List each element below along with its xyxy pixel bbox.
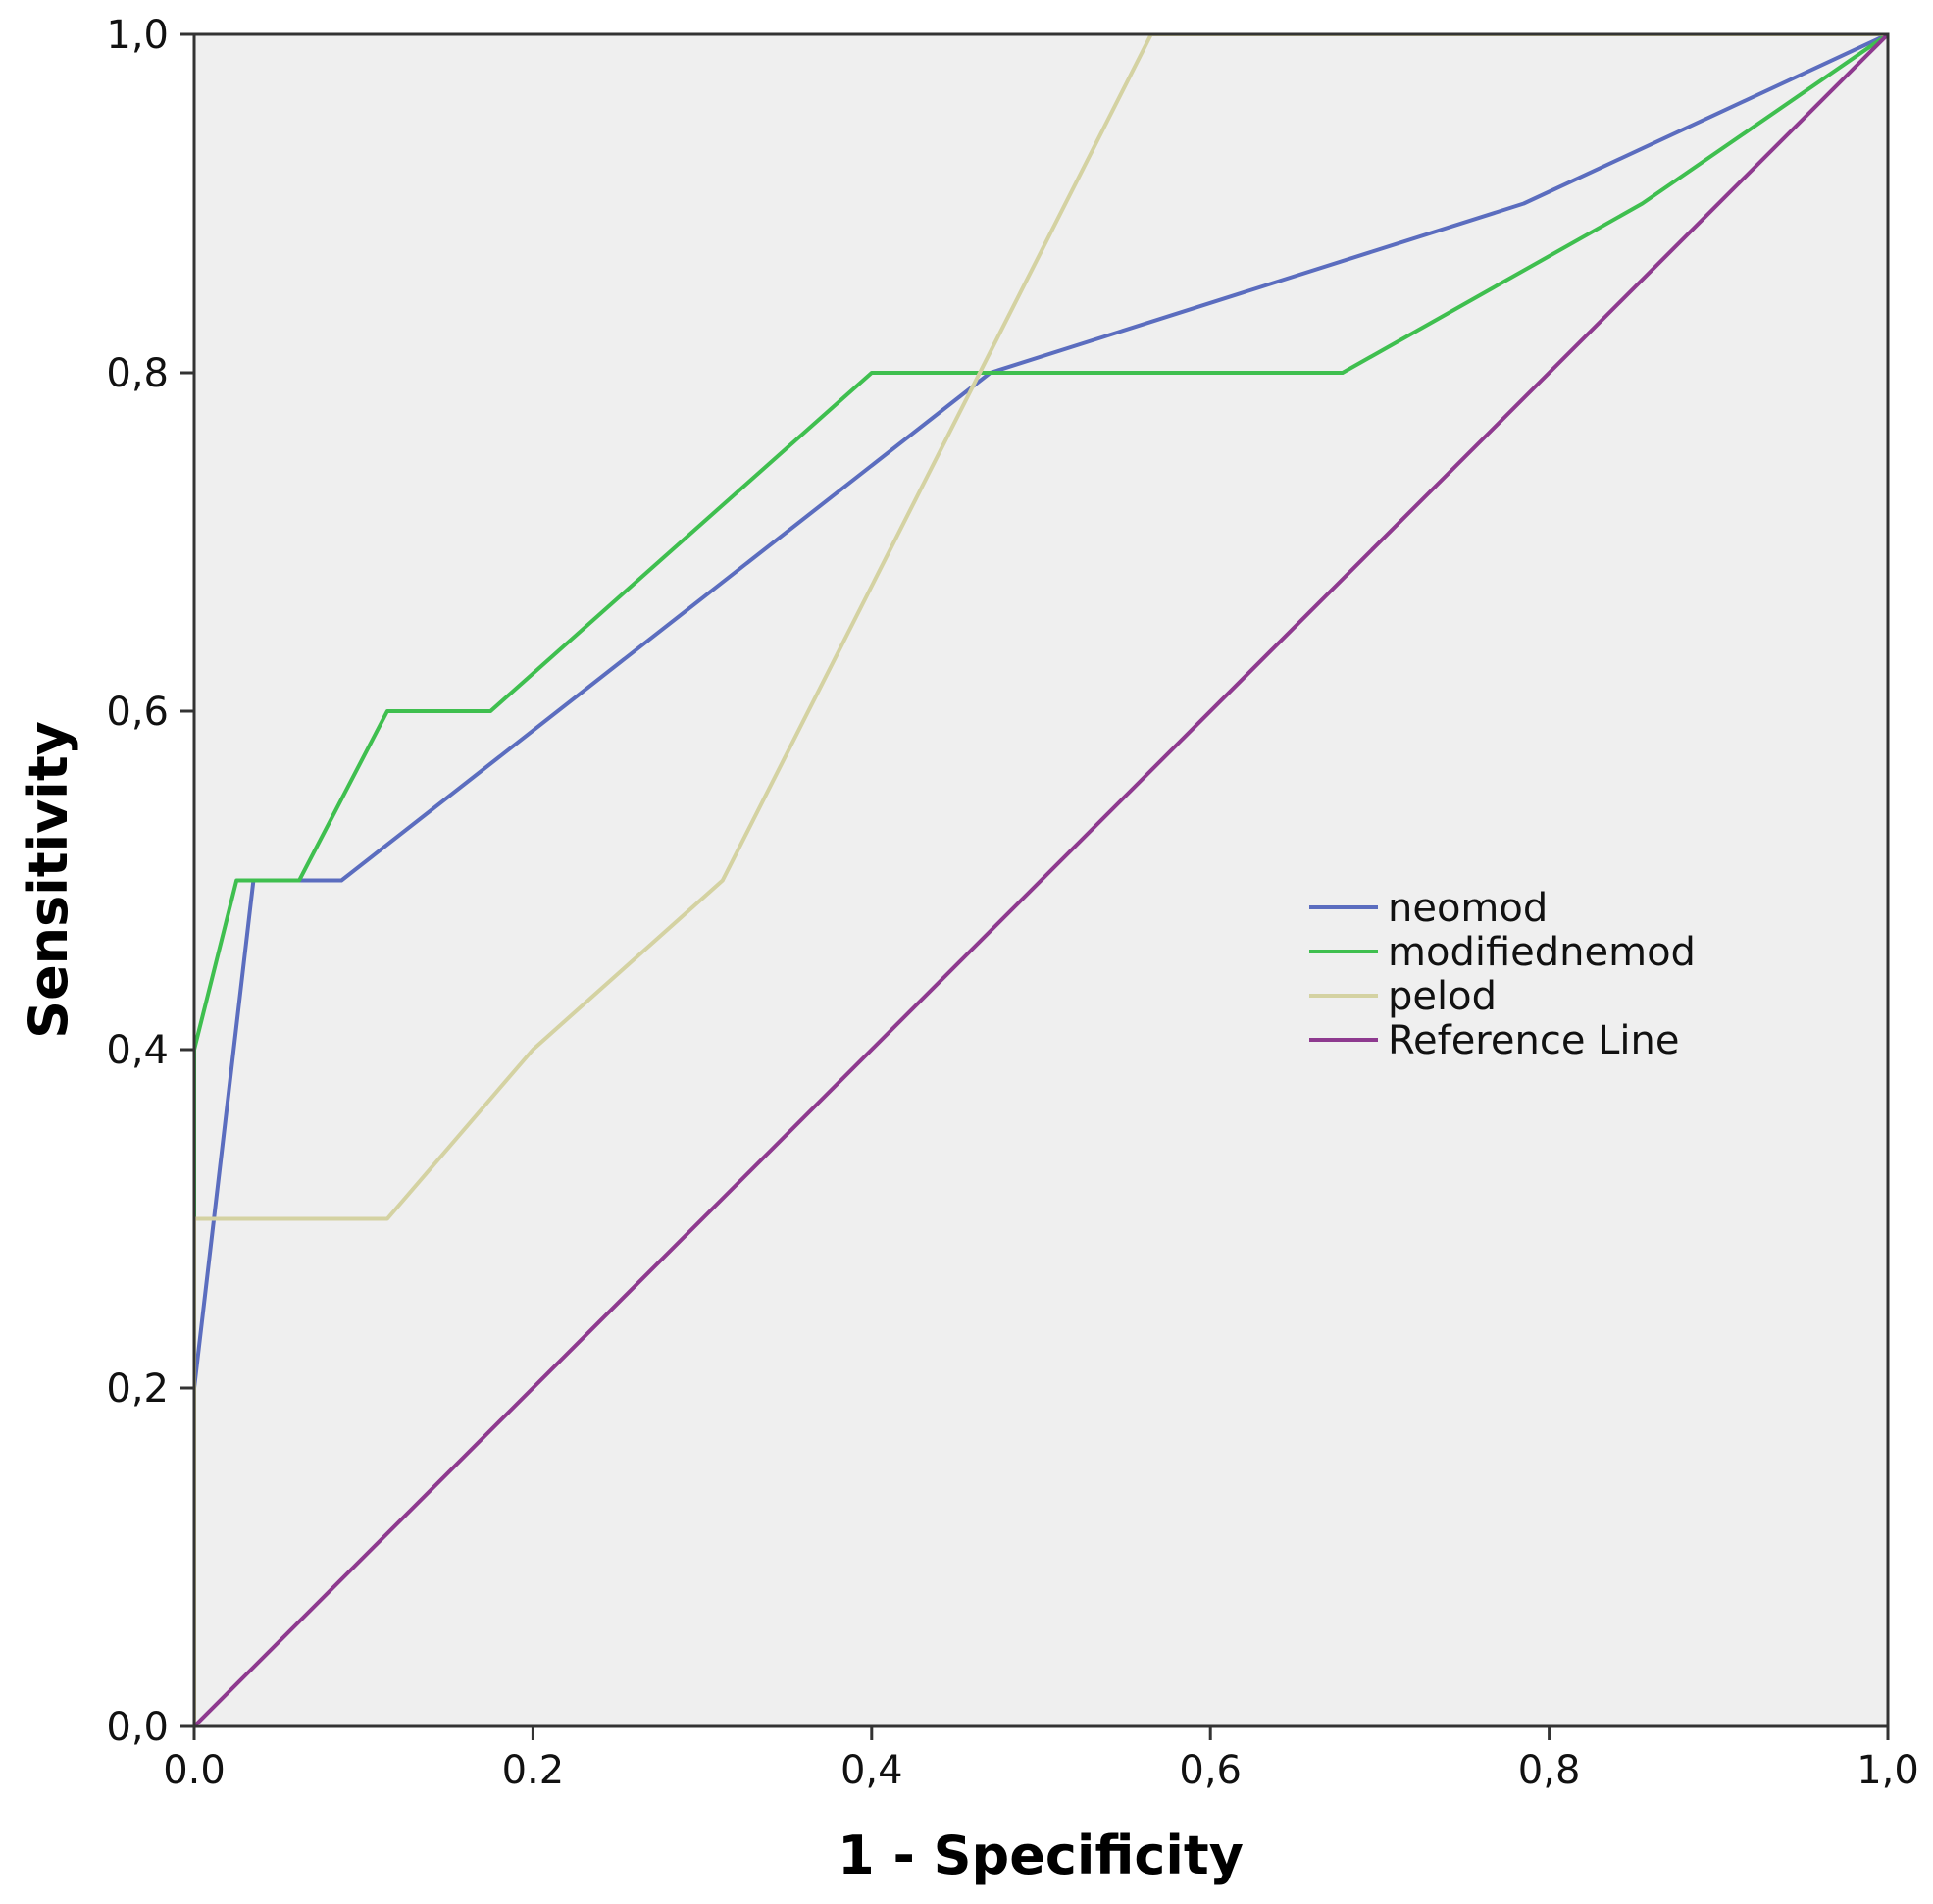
y-tick-label: 0,2 — [106, 1366, 169, 1412]
y-tick-label: 0,0 — [106, 1705, 169, 1750]
y-tick-label: 1,0 — [106, 13, 169, 58]
x-tick-label: 0,8 — [1518, 1748, 1581, 1793]
ticks-layer: 0.0 0.2 0,4 0,6 0,8 1,0 0,0 0,2 0,4 0,6 0,8 1,0 — [106, 13, 1918, 1793]
series-line-neomod — [194, 34, 1888, 1726]
x-tick-label: 0.2 — [502, 1748, 565, 1793]
x-axis-title: 1 - Specificity — [838, 1825, 1244, 1886]
y-tick-label: 0,6 — [106, 690, 169, 735]
x-tick-label: 0,4 — [840, 1748, 903, 1793]
y-tick-label: 0,4 — [106, 1028, 169, 1073]
series-line-reference-line — [194, 34, 1888, 1726]
legend-label-neomod: neomod — [1388, 886, 1548, 931]
x-tick-label: 0,6 — [1179, 1748, 1242, 1793]
x-tick-label: 1,0 — [1857, 1748, 1919, 1793]
series-line-modifiednemod — [194, 34, 1888, 1726]
series-layer — [194, 34, 1888, 1726]
plot-frame — [192, 32, 1890, 1728]
legend-label-pelod: pelod — [1388, 974, 1497, 1019]
series-line-pelod — [194, 34, 1888, 1726]
x-tick-label: 0.0 — [163, 1748, 226, 1793]
legend-label-modifiednemod: modifiednemod — [1388, 930, 1696, 975]
y-axis-title: Sensitivity — [18, 721, 79, 1039]
y-tick-label: 0,8 — [106, 351, 169, 396]
legend-label-reference-line: Reference Line — [1388, 1018, 1680, 1063]
